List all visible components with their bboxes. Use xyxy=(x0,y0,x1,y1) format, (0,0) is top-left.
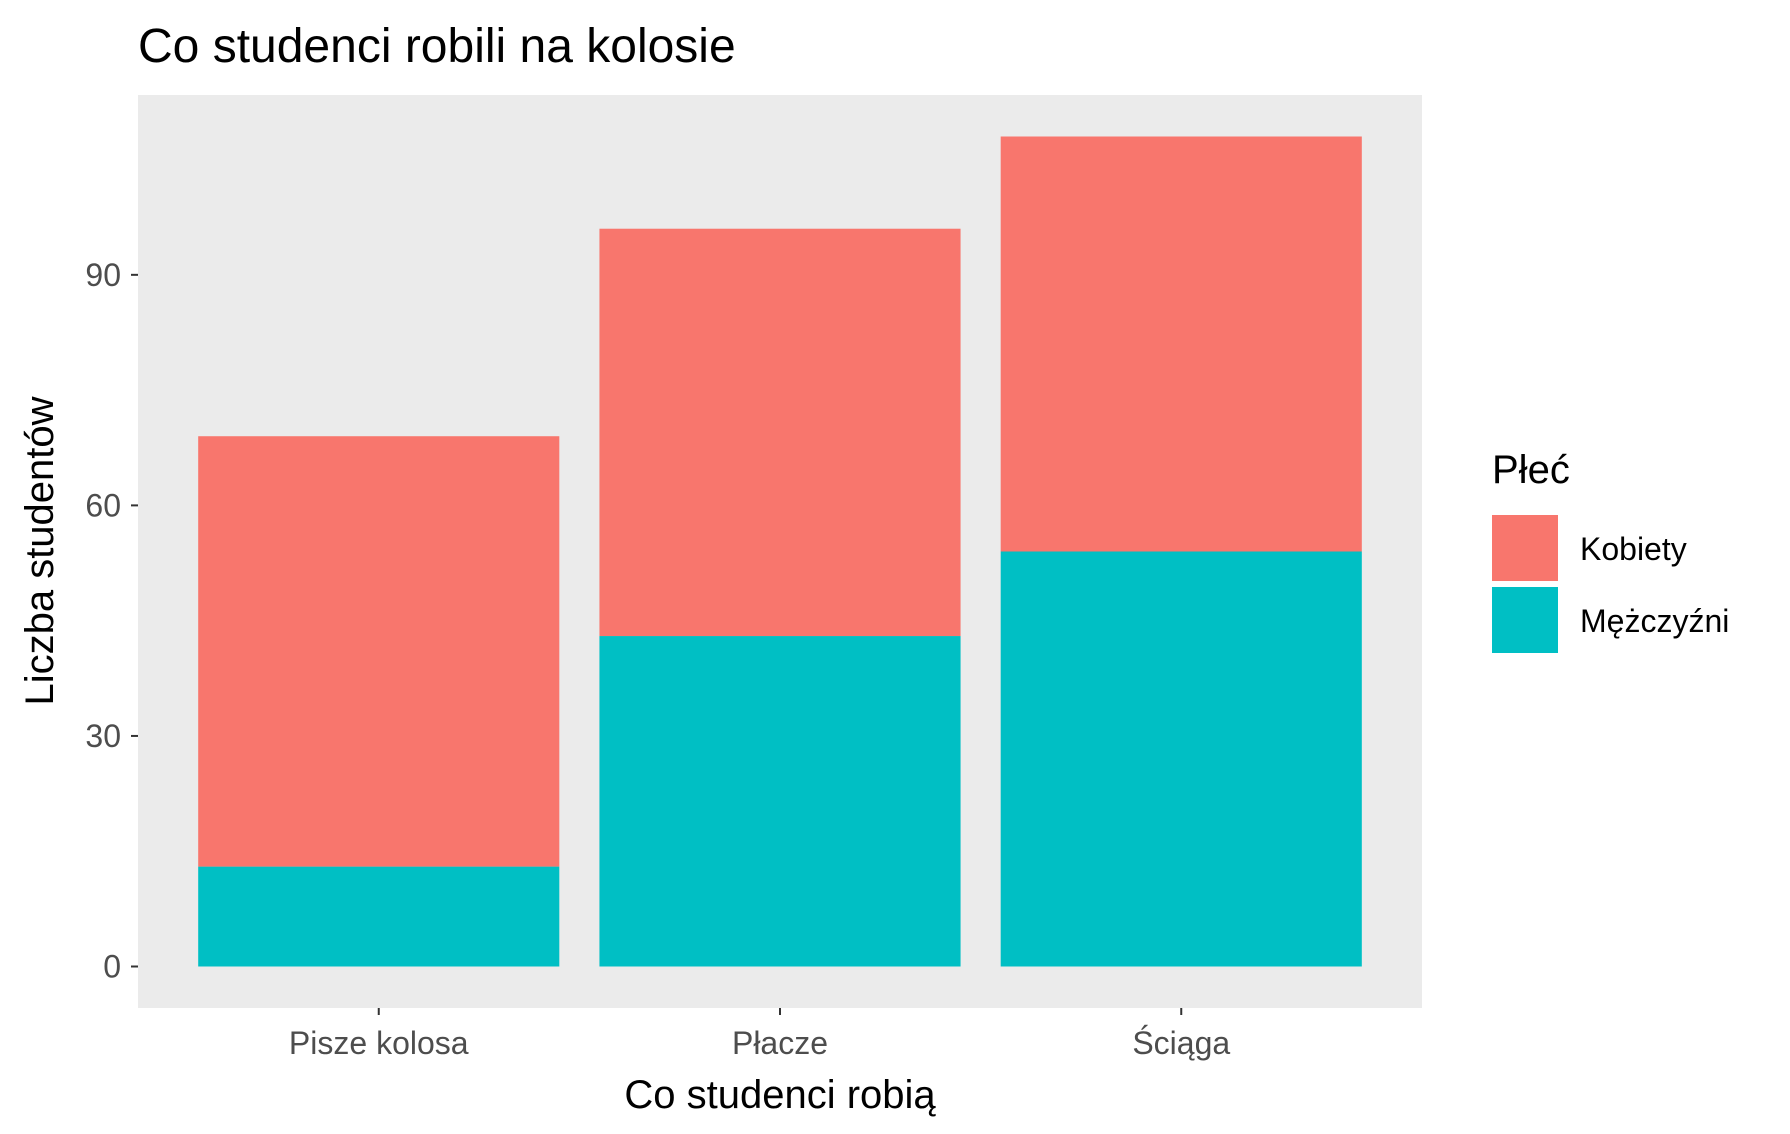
bar-placze-kobiety xyxy=(599,228,961,637)
legend: Płeć Kobiety Mężczyźni xyxy=(1492,448,1729,653)
bar-pisze-kolosa-kobiety xyxy=(198,436,560,867)
x-tick-label: Pisze kolosa xyxy=(289,1025,469,1061)
legend-label-kobiety: Kobiety xyxy=(1580,531,1687,567)
legend-key-mezczyzni xyxy=(1492,587,1558,653)
x-axis-ticks: Pisze kolosa Płacze Ściąga xyxy=(289,1008,1230,1061)
bar-sciaga-kobiety xyxy=(1000,136,1362,552)
legend-label-mezczyzni: Mężczyźni xyxy=(1580,603,1729,639)
bars-group xyxy=(198,136,1362,967)
y-axis-title: Liczba studentów xyxy=(18,396,62,705)
legend-items: Kobiety Mężczyźni xyxy=(1492,515,1729,653)
x-axis-title: Co studenci robią xyxy=(624,1073,936,1117)
y-tick-label: 30 xyxy=(85,718,121,754)
bar-placze-mezczyzni xyxy=(599,636,961,967)
y-tick-label: 0 xyxy=(103,949,121,985)
y-axis-ticks: 0 30 60 90 xyxy=(85,257,138,985)
y-tick-label: 60 xyxy=(85,487,121,523)
x-tick-label: Płacze xyxy=(732,1025,828,1061)
legend-title: Płeć xyxy=(1492,448,1570,492)
y-tick-label: 90 xyxy=(85,257,121,293)
bar-pisze-kolosa-mezczyzni xyxy=(198,866,560,967)
legend-key-kobiety xyxy=(1492,515,1558,581)
bar-sciaga-mezczyzni xyxy=(1000,551,1362,967)
x-tick-label: Ściąga xyxy=(1132,1025,1230,1061)
chart-title: Co studenci robili na kolosie xyxy=(138,20,736,73)
